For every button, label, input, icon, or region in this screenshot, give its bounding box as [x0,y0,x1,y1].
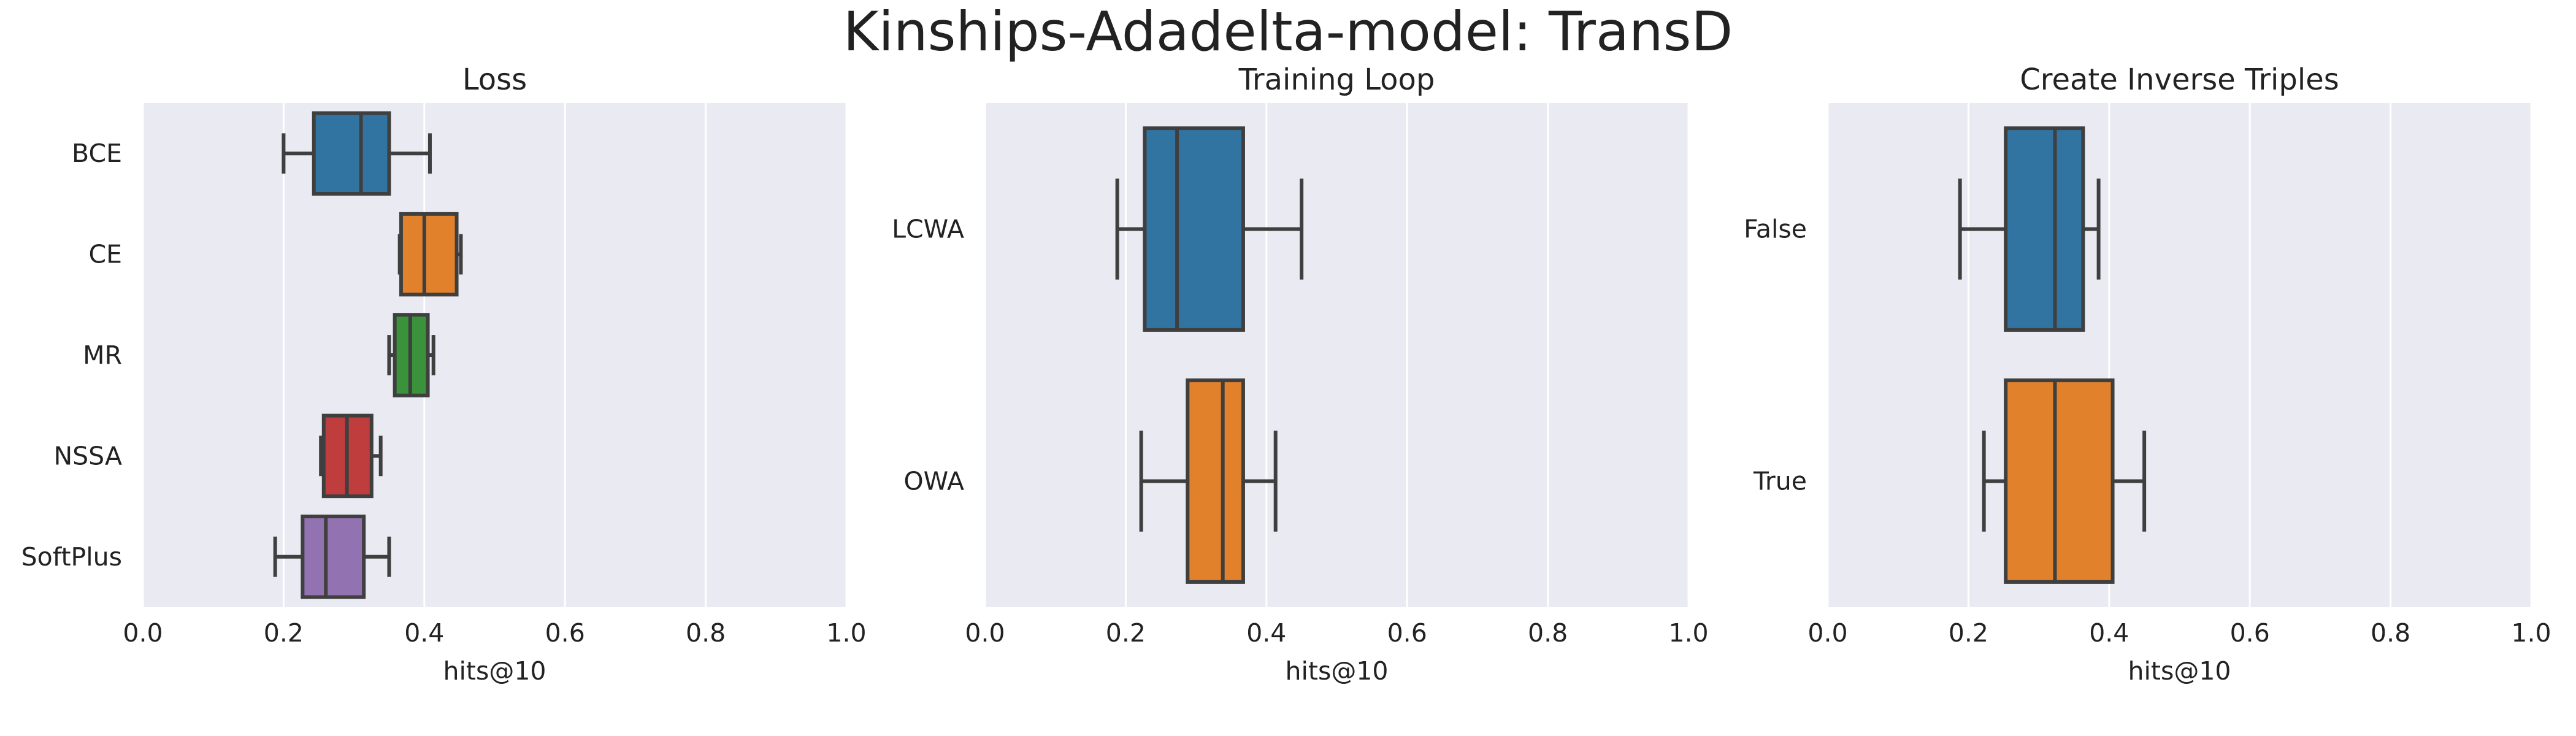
x-axis-label: hits@10 [2128,656,2231,686]
box-OWA: OWA [903,378,1278,584]
y-tick-label: LCWA [892,215,964,244]
plot-area [143,103,846,607]
iqr-box [1143,126,1245,332]
x-tick-label: 1.0 [1668,618,1708,648]
plot-area [985,103,1689,607]
iqr-box [312,111,391,196]
box-LCWA: LCWA [892,126,1304,332]
x-tick-label: 0.2 [1106,618,1146,648]
x-tick-label: 1.0 [826,618,866,648]
x-tick-label: 0.2 [264,618,304,648]
box-MR: MR [83,313,435,397]
x-tick-label: 0.4 [404,618,444,648]
box-SoftPlus: SoftPlus [21,515,391,599]
x-tick-label: 0.0 [123,618,163,648]
figure-title: Kinships-Adadelta-model: TransD [843,0,1733,63]
subplot-title: Loss [462,63,527,97]
y-tick-label: True [1753,467,1807,496]
x-tick-label: 0.0 [965,618,1005,648]
x-tick-label: 0.6 [1387,618,1427,648]
y-tick-label: SoftPlus [21,542,122,572]
chart-panels: 0.0 0.2 0.4 0.6 0.8 1.0 Loss hits@10 BCE CE MR NSSA… [21,63,2551,686]
subplot-title: Create Inverse Triples [2020,63,2339,97]
x-tick-label: 1.0 [2511,618,2551,648]
x-tick-label: 0.8 [1528,618,1568,648]
iqr-box [399,212,459,297]
box-BCE: BCE [72,111,432,196]
y-tick-label: CE [88,240,122,269]
box-True: True [1753,378,2147,584]
iqr-box [1186,378,1245,584]
x-tick-label: 0.8 [686,618,726,648]
x-tick-label: 0.6 [2230,618,2270,648]
box-CE: CE [88,212,463,297]
box-NSSA: NSSA [53,413,383,499]
subplot-1: 0.0 0.2 0.4 0.6 0.8 1.0 Loss hits@10 BCE CE MR NSSA… [21,63,867,686]
iqr-box [2004,126,2085,332]
x-tick-label: 0.6 [545,618,585,648]
iqr-box [2004,378,2115,584]
subplot-title: Training Loop [1238,63,1435,97]
iqr-box [301,515,366,599]
x-tick-label: 0.2 [1949,618,1988,648]
x-tick-label: 0.8 [2371,618,2410,648]
y-tick-label: False [1744,215,1807,244]
subplot-3: 0.0 0.2 0.4 0.6 0.8 1.0 Create Inverse Triples… [1744,63,2551,686]
y-tick-label: MR [83,340,122,370]
plot-area [1828,103,2531,607]
subplot-2: 0.0 0.2 0.4 0.6 0.8 1.0 Training Loop hits@10 LC… [892,63,1708,686]
x-axis-label: hits@10 [1286,656,1389,686]
x-axis-label: hits@10 [443,656,546,686]
x-tick-label: 0.0 [1807,618,1847,648]
y-tick-label: NSSA [53,441,122,470]
box-False: False [1744,126,2101,332]
x-tick-label: 0.4 [1246,618,1286,648]
y-tick-label: BCE [72,139,122,168]
y-tick-label: OWA [903,467,964,496]
x-tick-label: 0.4 [2089,618,2129,648]
